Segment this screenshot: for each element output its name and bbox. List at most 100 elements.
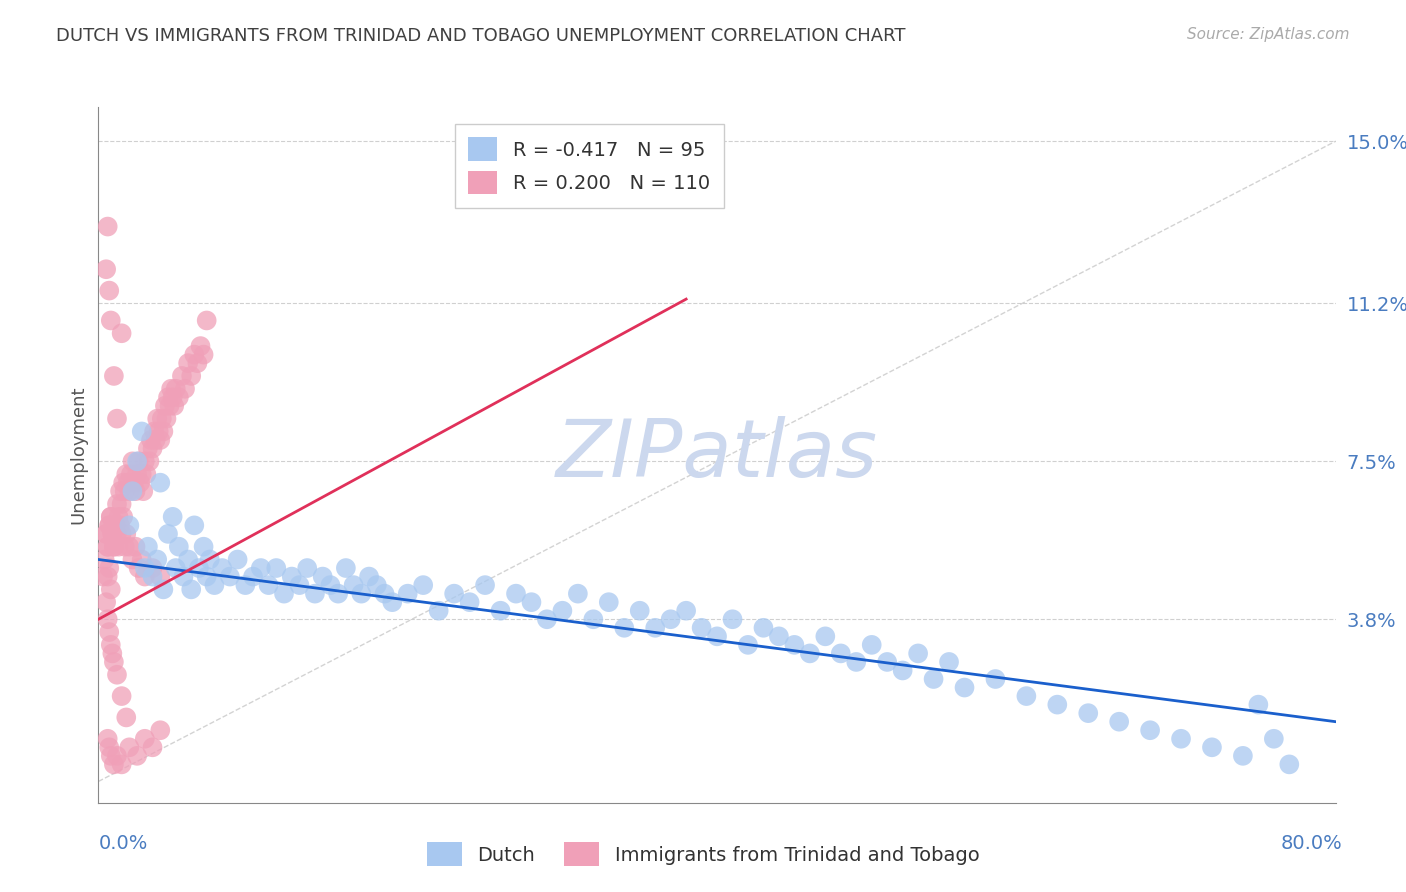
- Point: [98, 625, 121, 640]
- Point: [115, 467, 138, 482]
- Point: [104, 518, 127, 533]
- Point: [173, 569, 195, 583]
- Point: [1139, 723, 1161, 738]
- Point: [1170, 731, 1192, 746]
- Text: 0.0%: 0.0%: [98, 834, 148, 853]
- Point: [183, 518, 205, 533]
- Point: [357, 569, 380, 583]
- Point: [162, 390, 184, 404]
- Point: [165, 561, 187, 575]
- Point: [104, 518, 127, 533]
- Point: [458, 595, 481, 609]
- Point: [114, 484, 136, 499]
- Point: [235, 578, 257, 592]
- Point: [105, 497, 128, 511]
- Point: [938, 655, 960, 669]
- Point: [98, 284, 121, 298]
- Point: [489, 604, 512, 618]
- Point: [111, 326, 134, 341]
- Point: [644, 621, 666, 635]
- Point: [108, 484, 131, 499]
- Point: [103, 757, 125, 772]
- Point: [160, 382, 183, 396]
- Point: [120, 467, 142, 482]
- Point: [1077, 706, 1099, 721]
- Point: [96, 527, 118, 541]
- Point: [157, 527, 180, 541]
- Point: [288, 578, 311, 592]
- Point: [131, 552, 153, 566]
- Point: [101, 647, 124, 661]
- Point: [97, 731, 120, 746]
- Text: DUTCH VS IMMIGRANTS FROM TRINIDAD AND TOBAGO UNEMPLOYMENT CORRELATION CHART: DUTCH VS IMMIGRANTS FROM TRINIDAD AND TO…: [56, 27, 905, 45]
- Point: [111, 689, 134, 703]
- Point: [1015, 689, 1038, 703]
- Point: [304, 587, 326, 601]
- Point: [107, 509, 129, 524]
- Point: [149, 723, 172, 738]
- Point: [193, 540, 215, 554]
- Point: [100, 509, 122, 524]
- Point: [180, 368, 202, 383]
- Point: [107, 540, 129, 554]
- Point: [146, 552, 169, 566]
- Point: [100, 748, 122, 763]
- Point: [690, 621, 713, 635]
- Point: [98, 518, 121, 533]
- Point: [188, 561, 211, 575]
- Point: [103, 540, 125, 554]
- Point: [114, 540, 136, 554]
- Point: [343, 578, 366, 592]
- Point: [613, 621, 636, 635]
- Point: [159, 399, 181, 413]
- Point: [799, 647, 821, 661]
- Point: [100, 638, 122, 652]
- Point: [101, 527, 124, 541]
- Text: ZIPatlas: ZIPatlas: [555, 416, 879, 494]
- Point: [127, 467, 149, 482]
- Point: [427, 604, 450, 618]
- Point: [520, 595, 543, 609]
- Point: [91, 569, 114, 583]
- Point: [149, 569, 172, 583]
- Point: [152, 425, 174, 439]
- Point: [112, 475, 135, 490]
- Point: [219, 569, 242, 583]
- Point: [105, 748, 128, 763]
- Point: [115, 527, 138, 541]
- Point: [131, 425, 153, 439]
- Point: [122, 475, 145, 490]
- Point: [139, 433, 162, 447]
- Point: [768, 629, 790, 643]
- Point: [103, 368, 125, 383]
- Point: [97, 612, 120, 626]
- Point: [876, 655, 898, 669]
- Point: [100, 582, 122, 597]
- Point: [128, 561, 150, 575]
- Point: [97, 540, 120, 554]
- Point: [118, 740, 141, 755]
- Text: Source: ZipAtlas.com: Source: ZipAtlas.com: [1187, 27, 1350, 42]
- Point: [100, 509, 122, 524]
- Point: [180, 582, 202, 597]
- Point: [165, 382, 187, 396]
- Point: [118, 540, 141, 554]
- Point: [167, 390, 190, 404]
- Point: [112, 509, 135, 524]
- Point: [860, 638, 883, 652]
- Legend: Dutch, Immigrants from Trinidad and Tobago: Dutch, Immigrants from Trinidad and Toba…: [415, 830, 991, 878]
- Point: [628, 604, 651, 618]
- Point: [326, 587, 350, 601]
- Point: [149, 475, 172, 490]
- Point: [128, 454, 150, 468]
- Point: [167, 540, 190, 554]
- Text: 80.0%: 80.0%: [1281, 834, 1343, 853]
- Point: [737, 638, 759, 652]
- Point: [129, 475, 152, 490]
- Point: [117, 475, 139, 490]
- Point: [1046, 698, 1069, 712]
- Point: [136, 540, 159, 554]
- Point: [97, 219, 120, 234]
- Point: [907, 647, 929, 661]
- Point: [134, 731, 156, 746]
